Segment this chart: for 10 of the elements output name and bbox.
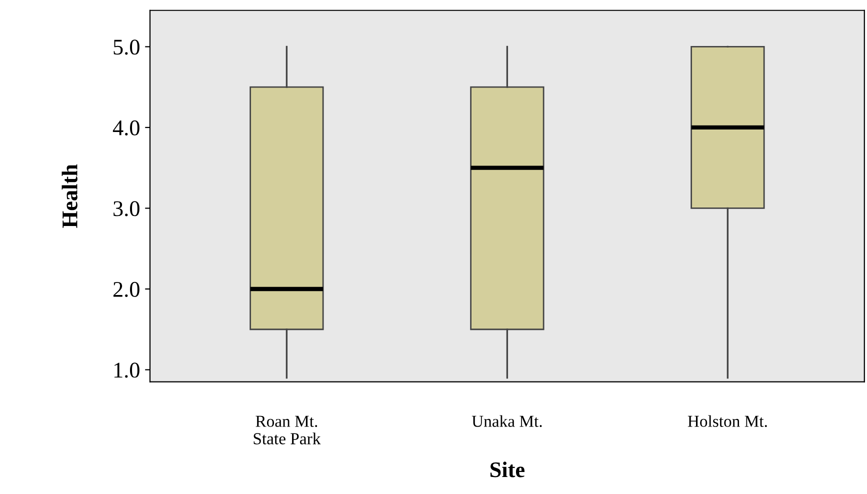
x-tick-label: Unaka Mt. (472, 415, 542, 427)
y-tick-label: 4.0 (112, 120, 140, 136)
y-tick-label: 2.0 (113, 282, 140, 298)
y-tick-label: 5.0 (114, 40, 140, 55)
x-tick-label: Roan Mt. State Park (254, 416, 321, 444)
x-axis-title: Site (490, 462, 525, 478)
x-tick-label: Holston Mt. (688, 415, 767, 427)
y-axis-title: Health (62, 164, 78, 228)
y-tick-label: 3.0 (114, 201, 140, 216)
y-tick-label: 1.0 (114, 362, 140, 378)
